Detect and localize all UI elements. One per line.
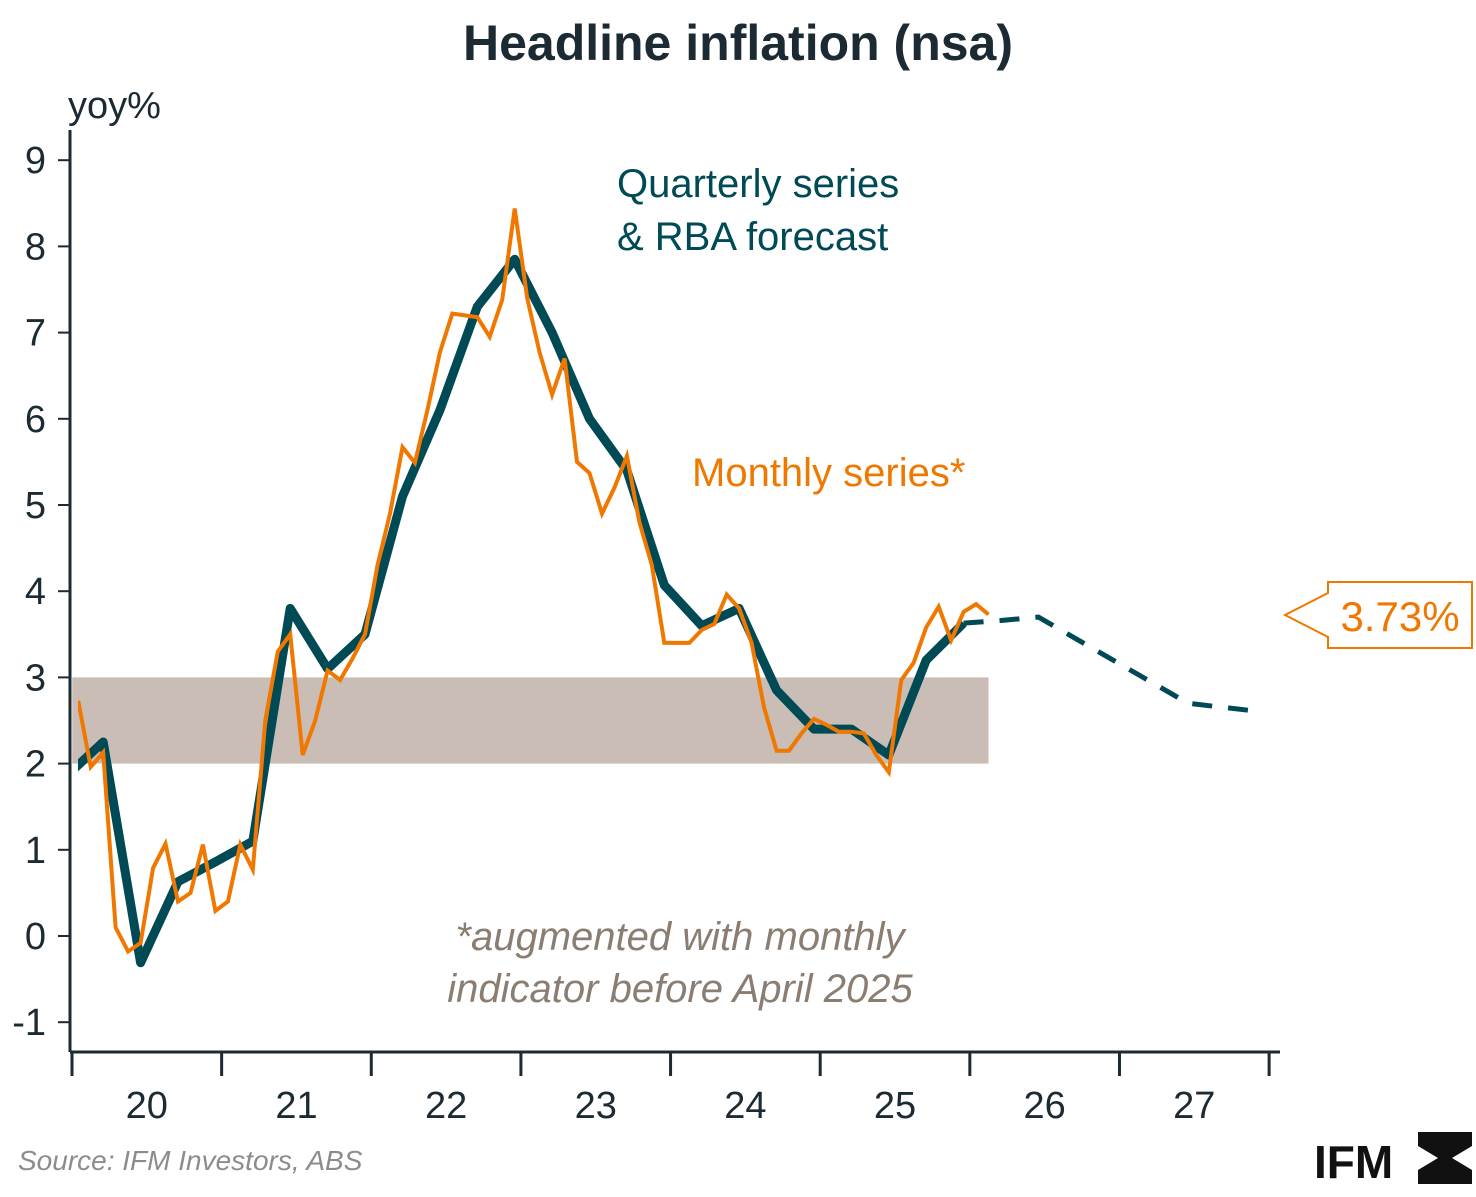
source-note: Source: IFM Investors, ABS [18, 1145, 363, 1176]
series-clip-group [78, 208, 1264, 968]
y-tick-label: 8 [25, 226, 46, 268]
latest-value-label: 3.73% [1340, 593, 1459, 640]
y-tick-label: 9 [25, 140, 46, 182]
y-tick-label: -1 [12, 1002, 46, 1044]
y-tick-label: 2 [25, 744, 46, 786]
x-tick-label: 21 [275, 1085, 317, 1127]
rba-forecast-label: & RBA forecast [617, 215, 888, 259]
x-tick-label: 26 [1024, 1085, 1066, 1127]
footnote-line-2: indicator before April 2025 [447, 967, 913, 1011]
x-tick-label: 25 [874, 1085, 916, 1127]
chart-title: Headline inflation (nsa) [463, 15, 1013, 71]
y-tick-label: 0 [25, 916, 46, 958]
x-tick-label: 24 [724, 1085, 766, 1127]
quarterly-series-label: Quarterly series [617, 162, 899, 206]
target-band [72, 677, 989, 764]
x-tick-label: 27 [1173, 1085, 1215, 1127]
x-tick-label: 23 [575, 1085, 617, 1127]
latest-value-callout: 3.73% [1282, 581, 1473, 649]
ifm-logo-mark [1418, 1132, 1472, 1184]
y-tick-label: 6 [25, 399, 46, 441]
ifm-logo-text: IFM [1314, 1136, 1393, 1188]
y-tick-label: 3 [25, 657, 46, 699]
y-axis-label: yoy% [68, 85, 161, 127]
ifm-logo: IFM [1314, 1132, 1472, 1188]
x-tick-label: 22 [425, 1085, 467, 1127]
quarterly-series-line [78, 254, 967, 968]
y-tick-label: 1 [25, 830, 46, 872]
monthly-series-label: Monthly series* [692, 451, 965, 495]
y-tick-label: 5 [25, 485, 46, 527]
y-tick-label: 4 [25, 571, 46, 613]
y-tick-label: 7 [25, 313, 46, 355]
monthly-series-line [78, 208, 990, 955]
footnote-line-1: *augmented with monthly [455, 915, 907, 959]
callout-arrow-box [1282, 581, 1473, 649]
x-tick-label: 20 [126, 1085, 168, 1127]
rba-forecast-line [963, 614, 1264, 715]
